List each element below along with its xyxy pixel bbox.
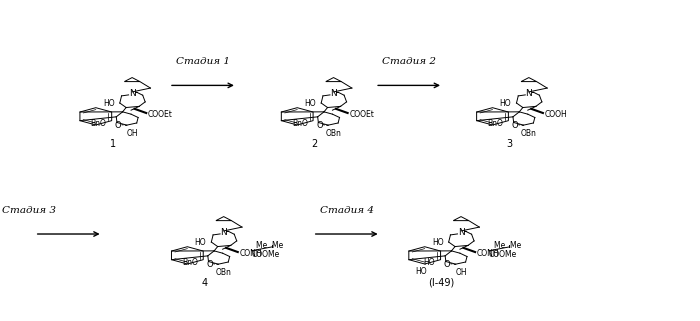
Text: BnO: BnO bbox=[292, 119, 308, 128]
Text: O: O bbox=[444, 260, 450, 269]
Text: Стадия 1: Стадия 1 bbox=[176, 57, 230, 66]
Text: COOEt: COOEt bbox=[349, 110, 375, 119]
Text: Me  Me: Me Me bbox=[494, 241, 521, 250]
Text: CONH: CONH bbox=[477, 249, 500, 258]
Text: HO: HO bbox=[304, 100, 316, 108]
Text: OH: OH bbox=[455, 268, 467, 277]
Text: BnO: BnO bbox=[90, 119, 106, 128]
Text: HO: HO bbox=[415, 267, 427, 276]
Text: Стадия 4: Стадия 4 bbox=[320, 206, 374, 215]
Text: 2: 2 bbox=[311, 139, 317, 149]
Text: 4: 4 bbox=[201, 278, 207, 288]
Text: 3: 3 bbox=[506, 139, 512, 149]
Text: Стадия 3: Стадия 3 bbox=[2, 206, 56, 215]
Text: HO: HO bbox=[424, 258, 435, 267]
Text: Me  Me: Me Me bbox=[256, 241, 284, 250]
Text: COOMe: COOMe bbox=[252, 249, 280, 258]
Text: COOH: COOH bbox=[545, 110, 568, 119]
Text: Стадия 2: Стадия 2 bbox=[382, 57, 436, 66]
Text: HO: HO bbox=[500, 100, 511, 108]
Text: BnO: BnO bbox=[182, 258, 198, 267]
Text: (I-49): (I-49) bbox=[428, 278, 455, 288]
Text: OBn: OBn bbox=[326, 129, 342, 138]
Text: COOMe: COOMe bbox=[489, 249, 517, 258]
Text: OBn: OBn bbox=[521, 129, 537, 138]
Text: O: O bbox=[115, 121, 121, 130]
Text: O: O bbox=[206, 260, 213, 269]
Text: BnO: BnO bbox=[487, 119, 503, 128]
Text: N: N bbox=[458, 228, 464, 237]
Text: 1: 1 bbox=[110, 139, 116, 149]
Text: COOEt: COOEt bbox=[148, 110, 173, 119]
Text: O: O bbox=[512, 121, 518, 130]
Text: N: N bbox=[526, 89, 532, 98]
Text: HO: HO bbox=[195, 239, 206, 247]
Text: OH: OH bbox=[126, 129, 138, 138]
Text: O: O bbox=[316, 121, 323, 130]
Text: N: N bbox=[220, 228, 227, 237]
Text: HO: HO bbox=[432, 239, 443, 247]
Text: OBn: OBn bbox=[216, 268, 232, 277]
Text: N: N bbox=[129, 89, 136, 98]
Text: CONH: CONH bbox=[239, 249, 262, 258]
Text: HO: HO bbox=[103, 100, 115, 108]
Text: N: N bbox=[330, 89, 337, 98]
